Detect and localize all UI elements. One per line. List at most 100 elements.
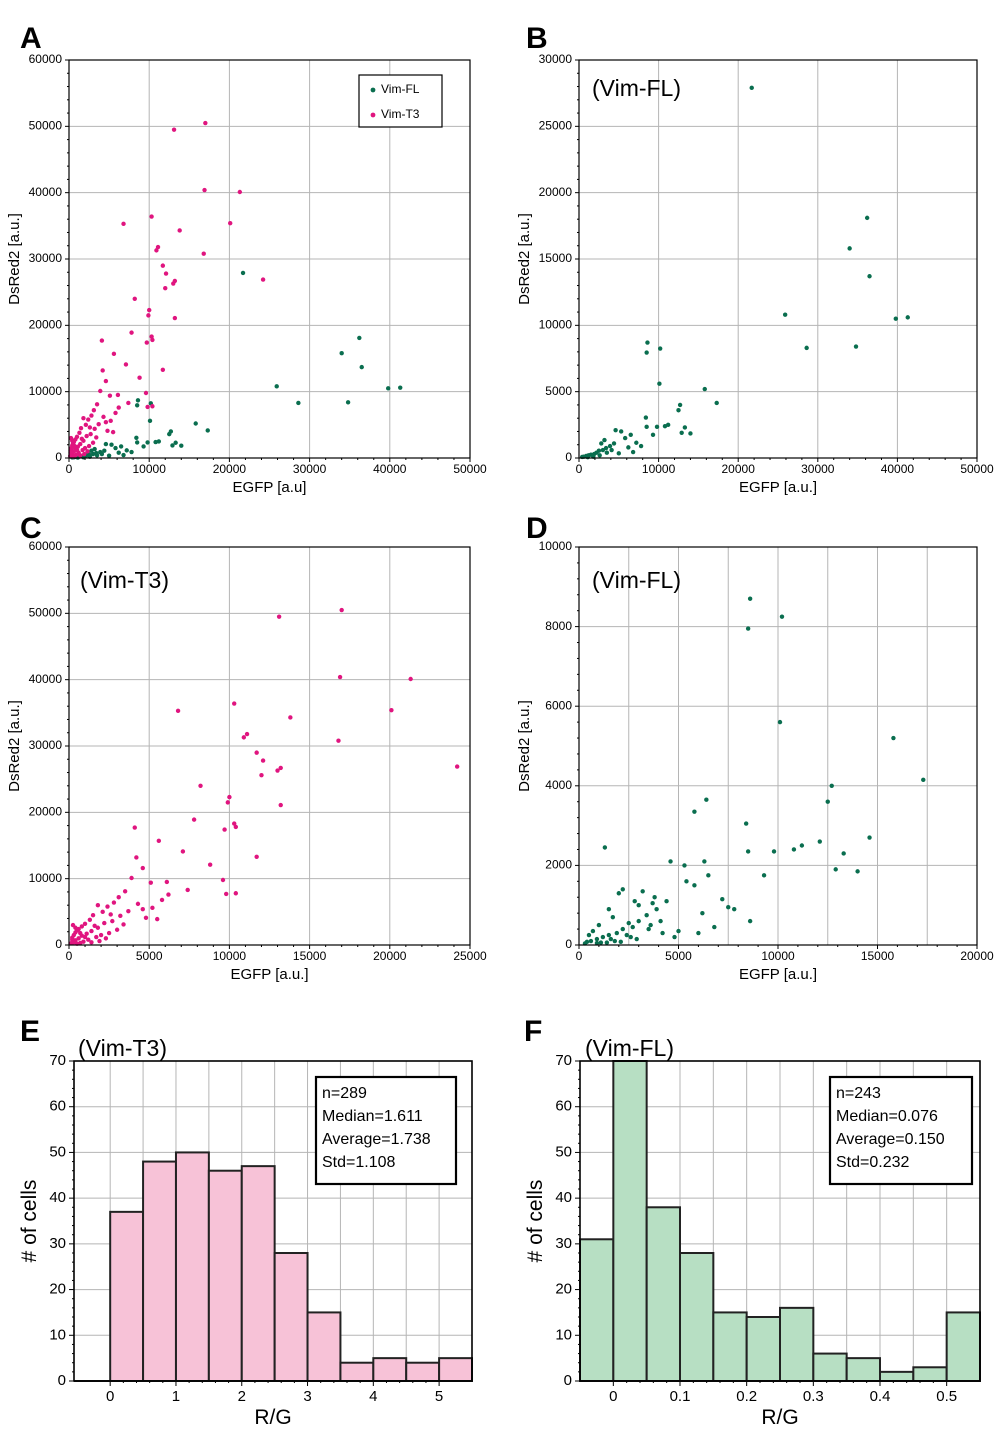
scatter-point bbox=[626, 920, 631, 926]
scatter-point bbox=[636, 903, 641, 908]
scatter-point bbox=[692, 809, 697, 814]
x-tick-label: 5000 bbox=[665, 949, 692, 963]
scatter-point bbox=[609, 447, 614, 453]
y-tick-label: 20000 bbox=[539, 185, 573, 199]
histogram-bar bbox=[579, 1238, 615, 1383]
grid bbox=[69, 547, 470, 945]
y-tick-label: 0 bbox=[58, 1372, 66, 1389]
scatter-point bbox=[745, 626, 751, 631]
scatter-point bbox=[799, 843, 805, 848]
scatter-point bbox=[116, 895, 121, 900]
scatter-point bbox=[154, 248, 159, 253]
scatter-point bbox=[654, 906, 659, 912]
y-tick-label: 0 bbox=[55, 937, 62, 951]
y-axis-label: DsRed2 [a.u.] bbox=[6, 213, 23, 305]
scatter-point bbox=[171, 127, 177, 132]
scatter-point bbox=[168, 429, 174, 434]
scatter-point bbox=[103, 419, 109, 425]
y-tick-label: 50000 bbox=[29, 119, 63, 133]
scatter-point bbox=[134, 403, 140, 408]
histogram-bar bbox=[109, 1210, 145, 1383]
panel-letter: E bbox=[20, 1015, 40, 1048]
scatter-point bbox=[177, 228, 182, 233]
panel-c: C 0 10000 20000 30000 40000 50000 60000 0 5000 100… bbox=[6, 512, 487, 983]
x-tick-label: 0.3 bbox=[803, 1388, 824, 1405]
scatter-point bbox=[173, 440, 178, 445]
scatter-point bbox=[616, 451, 621, 456]
panel-letter: F bbox=[524, 1015, 542, 1048]
scatter-point bbox=[829, 783, 834, 788]
scatter-point bbox=[867, 835, 872, 840]
scatter-point bbox=[240, 270, 246, 276]
scatter-point bbox=[150, 337, 155, 343]
scatter-point bbox=[103, 441, 109, 447]
scatter-point bbox=[274, 384, 279, 389]
x-axis-label: R/G bbox=[761, 1406, 798, 1429]
scatter-point bbox=[278, 802, 283, 808]
scatter-point bbox=[676, 408, 681, 413]
y-tick-label: 0 bbox=[565, 450, 572, 464]
scatter-point bbox=[87, 917, 93, 922]
scatter-point bbox=[588, 938, 594, 944]
scatter-point bbox=[636, 918, 641, 924]
scatter-point bbox=[278, 765, 283, 771]
scatter-point bbox=[702, 859, 707, 864]
panel-letter: B bbox=[526, 22, 548, 55]
scatter-point bbox=[95, 925, 101, 930]
scatter-point bbox=[124, 448, 129, 453]
stats-line: Average=1.738 bbox=[322, 1131, 431, 1148]
scatter-point bbox=[78, 425, 84, 431]
scatter-point bbox=[121, 922, 126, 927]
grid bbox=[579, 60, 977, 458]
scatter-point bbox=[337, 674, 343, 680]
x-tick-label: 0 bbox=[576, 949, 583, 963]
scatter-point bbox=[677, 402, 683, 408]
stats-box: n=243 Median=0.076 Average=0.150 Std=0.232 bbox=[828, 1075, 974, 1186]
scatter-point bbox=[628, 432, 633, 437]
scatter-point bbox=[109, 442, 114, 447]
scatter-point bbox=[150, 404, 155, 409]
scatter-point bbox=[682, 425, 688, 430]
y-tick-label: 50000 bbox=[29, 606, 63, 620]
scatter-point bbox=[89, 940, 94, 945]
series-vim-fl bbox=[582, 596, 926, 946]
x-tick-label: 10000 bbox=[761, 949, 795, 963]
scatter-point bbox=[111, 351, 117, 357]
x-axis-label: R/G bbox=[254, 1406, 291, 1429]
scatter-point bbox=[672, 934, 677, 940]
scatter-point bbox=[643, 415, 649, 420]
y-axis-label: DsRed2 [a.u.] bbox=[516, 700, 533, 792]
scatter-point bbox=[143, 915, 149, 921]
scatter-point bbox=[85, 449, 90, 454]
scatter-point bbox=[148, 880, 154, 885]
scatter-point bbox=[761, 873, 767, 878]
scatter-point bbox=[225, 800, 230, 805]
scatter-point bbox=[662, 423, 668, 429]
scatter-point bbox=[78, 930, 83, 936]
scatter-point bbox=[408, 676, 413, 682]
scatter-point bbox=[118, 444, 124, 449]
scatter-point bbox=[89, 413, 94, 418]
scatter-point bbox=[123, 362, 129, 367]
y-tick-label: 8000 bbox=[545, 619, 572, 633]
scatter-point bbox=[616, 891, 621, 896]
histogram-bar bbox=[339, 1361, 375, 1382]
scatter-point bbox=[146, 313, 151, 318]
scatter-point bbox=[679, 430, 684, 435]
scatter-point bbox=[96, 421, 101, 427]
scatter-point bbox=[339, 350, 344, 356]
scatter-point bbox=[84, 931, 89, 936]
scatter-point bbox=[622, 435, 628, 441]
scatter-point bbox=[94, 435, 99, 440]
stats-line: n=243 bbox=[836, 1085, 881, 1102]
scatter-point bbox=[155, 244, 161, 250]
scatter-point bbox=[654, 424, 660, 430]
x-tick-label: 25000 bbox=[453, 949, 487, 963]
y-tick-label: 10000 bbox=[29, 871, 63, 885]
x-tick-label: 0 bbox=[609, 1388, 617, 1405]
y-tick-label: 10 bbox=[49, 1326, 66, 1343]
scatter-point bbox=[150, 905, 155, 911]
scatter-point bbox=[339, 607, 344, 613]
x-tick-label: 10000 bbox=[213, 949, 247, 963]
